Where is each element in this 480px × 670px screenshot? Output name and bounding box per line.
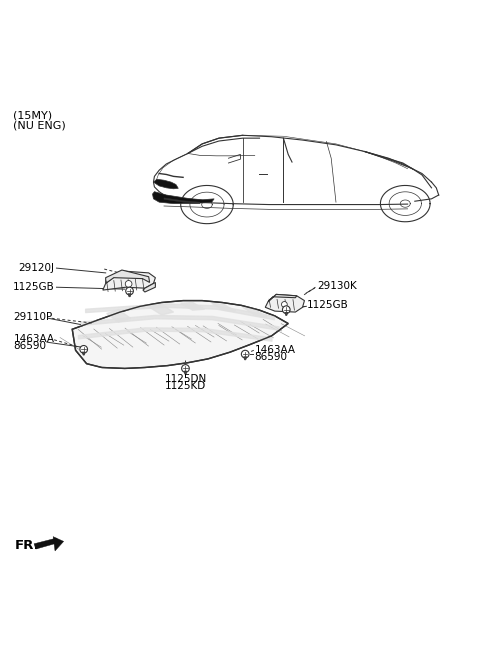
Text: 86590: 86590 [13, 340, 47, 350]
Polygon shape [72, 301, 288, 368]
Polygon shape [34, 538, 58, 549]
Polygon shape [53, 537, 64, 551]
Text: 1125DN: 1125DN [165, 374, 207, 384]
Circle shape [281, 302, 287, 308]
Circle shape [125, 281, 132, 287]
Polygon shape [107, 310, 131, 322]
Text: 29120J: 29120J [18, 263, 54, 273]
Polygon shape [212, 304, 236, 311]
Polygon shape [268, 294, 297, 302]
Polygon shape [243, 308, 267, 317]
Polygon shape [150, 304, 174, 315]
Text: 29110P: 29110P [13, 312, 53, 322]
Text: (NU ENG): (NU ENG) [13, 121, 66, 131]
Polygon shape [164, 198, 200, 204]
Text: FR.: FR. [15, 539, 40, 551]
Polygon shape [184, 371, 187, 374]
Text: 1463AA: 1463AA [255, 345, 296, 355]
Polygon shape [244, 357, 247, 360]
Text: 86590: 86590 [255, 352, 288, 362]
Circle shape [282, 306, 290, 314]
Text: 1125KD: 1125KD [165, 381, 206, 391]
Text: (15MY): (15MY) [13, 111, 53, 121]
Circle shape [241, 350, 249, 358]
Polygon shape [82, 352, 85, 355]
Polygon shape [285, 312, 288, 316]
Polygon shape [103, 271, 156, 290]
Circle shape [80, 346, 87, 353]
Text: 1125GB: 1125GB [307, 300, 349, 310]
Text: 29130K: 29130K [317, 281, 357, 291]
Circle shape [181, 364, 189, 373]
Polygon shape [154, 180, 178, 189]
Circle shape [126, 287, 133, 295]
Text: 1463AA: 1463AA [13, 334, 54, 344]
Polygon shape [153, 192, 214, 204]
Polygon shape [180, 303, 204, 310]
Polygon shape [106, 270, 150, 283]
Polygon shape [265, 294, 304, 312]
Polygon shape [143, 283, 156, 292]
Polygon shape [128, 293, 131, 297]
Text: 1125GB: 1125GB [12, 282, 54, 292]
